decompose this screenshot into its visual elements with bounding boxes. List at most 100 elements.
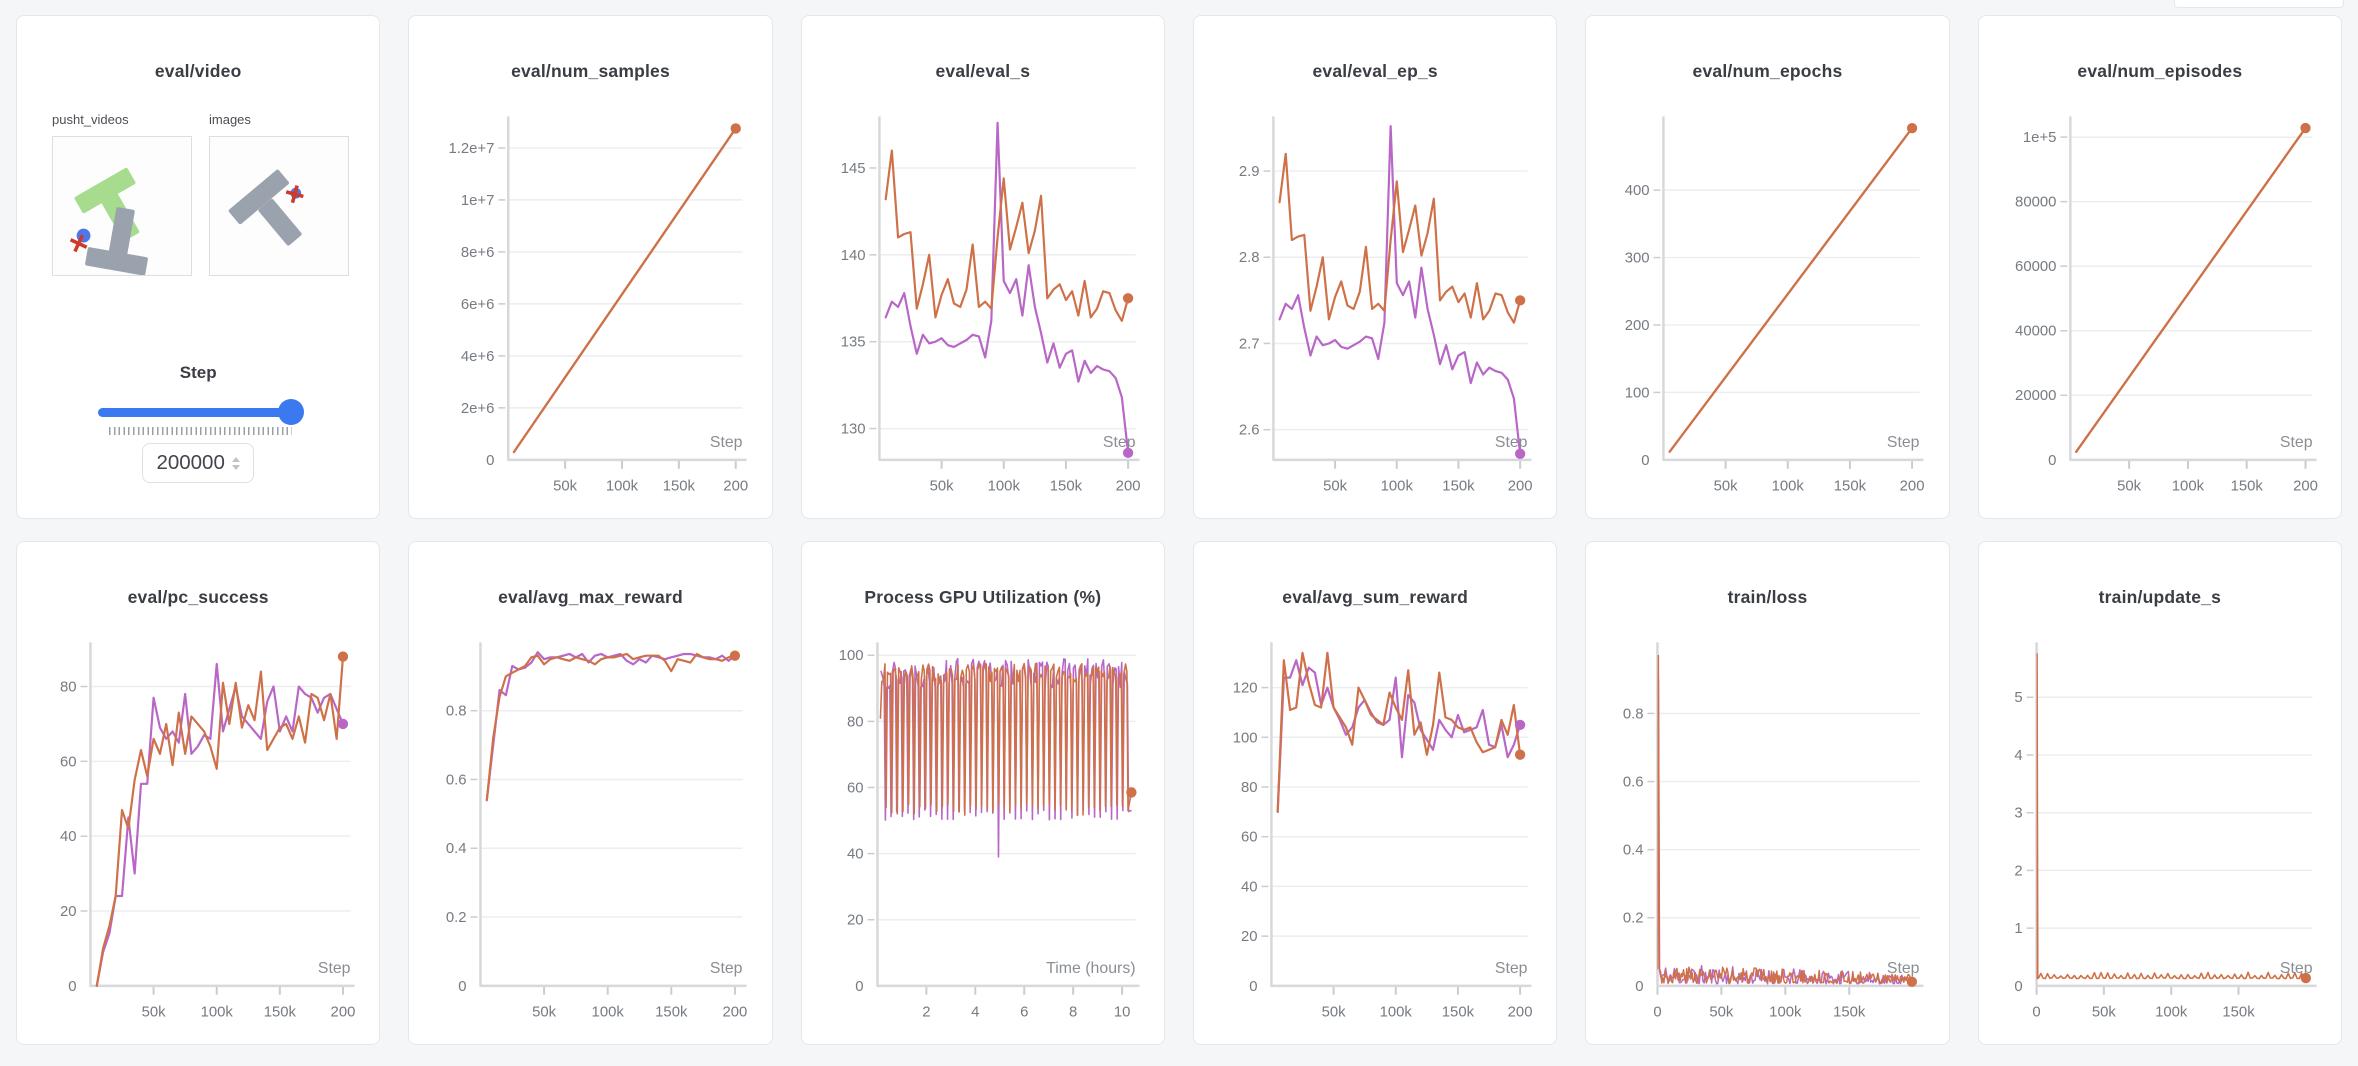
pusht-scene-graphic xyxy=(53,137,191,275)
x-tick-label: 200 xyxy=(1115,479,1140,495)
chart-plot[interactable]: 0 0.2 0.4 0.6 0.8 50k 100k 150k 200 Step xyxy=(409,610,771,1045)
chart-plot[interactable]: 0 100 200 300 400 50k 100k 150k 200 Step xyxy=(1586,84,1948,519)
x-tick-label: 200 xyxy=(724,479,749,495)
x-tick-label: 150k xyxy=(1834,479,1867,495)
gray-t-shape xyxy=(85,207,148,275)
y-tick-label: 2.7 xyxy=(1239,336,1260,352)
y-tick-label: 130 xyxy=(840,422,865,438)
chart-plot[interactable]: 0 20 40 60 80 50k 100k 150k 200 Step xyxy=(17,610,379,1045)
x-tick-label: 150k xyxy=(1442,1005,1475,1021)
series-line-orange xyxy=(1278,152,1522,324)
x-tick-label: 50k xyxy=(532,1005,557,1021)
step-slider-track[interactable] xyxy=(98,408,301,417)
x-axis-caption: Step xyxy=(1495,960,1528,977)
series-line-purple xyxy=(95,662,345,987)
y-tick-label: 0 xyxy=(486,453,494,469)
x-tick-label: 200 xyxy=(1508,1005,1533,1021)
series-end-dot-purple xyxy=(1514,719,1526,731)
x-tick-label: 150k xyxy=(1442,479,1475,495)
series-end-dot-orange xyxy=(1514,295,1526,306)
y-tick-label: 0 xyxy=(1642,453,1650,469)
gray-t-shape xyxy=(228,169,302,246)
chart-title: eval/avg_sum_reward xyxy=(1282,587,1469,607)
chart-title: eval/num_episodes xyxy=(2077,61,2243,81)
y-tick-label: 400 xyxy=(1625,183,1650,199)
series-end-dot-orange xyxy=(2300,972,2311,984)
chart-plot[interactable]: 0 0.2 0.4 0.6 0.8 0 50k 100k 150k Step xyxy=(1586,610,1948,1045)
y-tick-label: 8e+6 xyxy=(461,245,495,261)
series-line-orange xyxy=(1668,126,1914,453)
y-tick-label: 80000 xyxy=(2015,195,2056,211)
y-tick-label: 20 xyxy=(1241,929,1258,945)
chart-plot[interactable]: 0 20 40 60 80 100 120 50k 100k 150k 200 Step xyxy=(1194,610,1556,1045)
x-axis-caption: Step xyxy=(1103,434,1136,451)
x-tick-label: 8 xyxy=(1069,1005,1077,1021)
x-tick-label: 100k xyxy=(2171,479,2204,495)
y-tick-label: 0.2 xyxy=(446,910,467,926)
y-tick-label: 100 xyxy=(1625,385,1650,401)
chart-panel-7: Process GPU Utilization (%) 0 20 40 60 80 100 2… xyxy=(800,541,1165,1045)
y-tick-label: 2.6 xyxy=(1239,423,1260,439)
y-tick-label: 4 xyxy=(2014,748,2022,764)
y-tick-label: 2e+6 xyxy=(461,401,495,417)
x-tick-label: 100k xyxy=(1770,1005,1803,1021)
y-tick-label: 0 xyxy=(68,979,76,995)
y-tick-label: 1e+7 xyxy=(461,193,495,209)
x-tick-label: 4 xyxy=(971,1005,979,1021)
y-tick-label: 40 xyxy=(1241,879,1258,895)
chart-panel-8: eval/avg_sum_reward 0 20 40 60 80 100 120 50k 100… xyxy=(1193,541,1558,1045)
y-tick-label: 80 xyxy=(1241,780,1258,796)
images-scene-graphic xyxy=(210,137,348,275)
x-tick-label: 50k xyxy=(2092,1005,2117,1021)
x-axis-caption: Step xyxy=(1887,434,1920,451)
y-tick-label: 40000 xyxy=(2015,324,2056,340)
x-tick-label: 100k xyxy=(201,1005,234,1021)
stepper-arrows-icon[interactable] xyxy=(231,456,240,470)
y-tick-label: 135 xyxy=(840,335,865,351)
y-tick-label: 0.2 xyxy=(1623,911,1644,927)
chart-plot[interactable]: 0 20000 40000 60000 80000 1e+5 50k 100k 150k 200 S… xyxy=(1979,84,2341,519)
goal-cross xyxy=(285,185,304,204)
x-tick-label: 100k xyxy=(2155,1005,2188,1021)
chart-title: Process GPU Utilization (%) xyxy=(864,587,1102,607)
series-line-orange xyxy=(2036,653,2307,980)
chart-panel-4: eval/num_episodes 0 20000 40000 60000 80000 1e… xyxy=(1977,15,2342,519)
pusht-video-thumbnail[interactable] xyxy=(52,136,192,276)
chart-plot[interactable]: 130 135 140 145 50k 100k 150k 200 Step xyxy=(802,84,1164,519)
x-tick-label: 150k xyxy=(2222,1005,2255,1021)
chart-title: eval/avg_max_reward xyxy=(498,587,683,607)
x-axis-caption: Step xyxy=(1887,960,1920,977)
y-tick-label: 0.4 xyxy=(1623,843,1644,859)
series-line-purple xyxy=(486,651,737,802)
chart-plot[interactable]: 0 2e+6 4e+6 6e+6 8e+6 1e+7 1.2e+7 50k 100k 150k 20… xyxy=(409,84,771,519)
y-tick-label: 0 xyxy=(2014,979,2022,995)
chart-title: eval/eval_s xyxy=(935,61,1031,81)
series-line-purple xyxy=(1657,678,1910,985)
step-slider[interactable] xyxy=(98,399,304,425)
chart-plot[interactable]: 2.6 2.7 2.8 2.9 50k 100k 150k 200 Step xyxy=(1194,84,1556,519)
y-tick-label: 6e+6 xyxy=(461,297,495,313)
media-label-pusht-videos: pusht_videos xyxy=(52,112,129,127)
step-slider-thumb[interactable] xyxy=(278,399,304,425)
chart-plot[interactable]: 0 20 40 60 80 100 2 4 6 8 10 Time (hours) xyxy=(802,610,1164,1045)
y-tick-label: 5 xyxy=(2014,690,2022,706)
series-end-dot-orange xyxy=(337,651,349,662)
x-axis-caption: Step xyxy=(2280,434,2313,451)
y-tick-label: 0 xyxy=(1249,979,1257,995)
y-tick-label: 20 xyxy=(847,913,864,929)
x-tick-label: 200 xyxy=(723,1005,748,1021)
step-input[interactable]: 200000 xyxy=(142,443,255,483)
x-axis-caption: Step xyxy=(710,960,743,977)
y-tick-label: 100 xyxy=(838,648,863,664)
y-tick-label: 40 xyxy=(60,829,77,845)
images-thumbnail[interactable] xyxy=(209,136,349,276)
x-tick-label: 0 xyxy=(2032,1005,2040,1021)
chart-title: eval/pc_success xyxy=(127,587,269,607)
series-end-dot-purple xyxy=(337,718,349,730)
media-label-images: images xyxy=(209,112,251,127)
x-tick-label: 200 xyxy=(1508,479,1533,495)
x-tick-label: 150k xyxy=(2230,479,2263,495)
x-tick-label: 100k xyxy=(1380,1005,1413,1021)
y-tick-label: 1 xyxy=(2014,921,2022,937)
